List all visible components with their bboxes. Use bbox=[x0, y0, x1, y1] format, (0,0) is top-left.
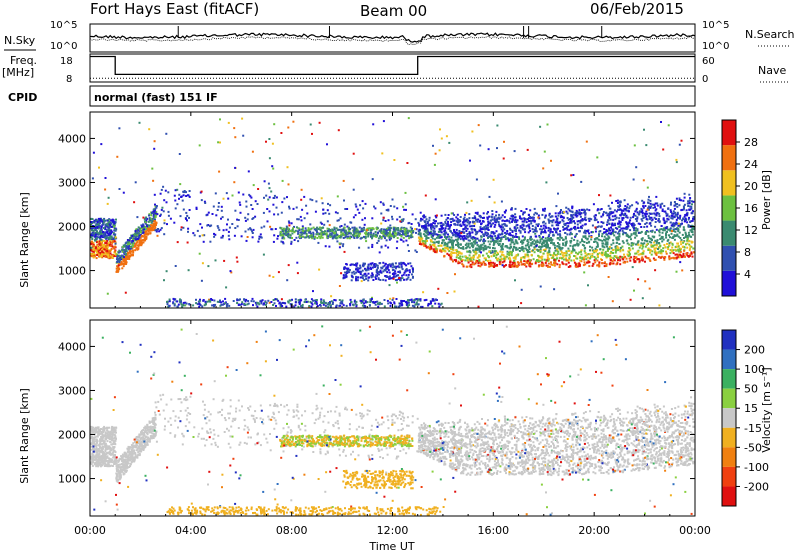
velocity-colorbar: 200 100 50 15 -15 -50 -100 -200 bbox=[721, 329, 769, 507]
x-tick-label: 12:00 bbox=[377, 524, 409, 537]
velocity-colorbar-label: Velocity [m s⁻¹] bbox=[760, 367, 773, 452]
colorbar-tick-label: 200 bbox=[744, 344, 765, 357]
colorbar-tick-label: 100 bbox=[744, 363, 765, 376]
frequency-panel: 18 8 60 0 Freq. [MHz] Nave bbox=[2, 53, 790, 85]
velocity-panel: 1000 2000 3000 4000 Slant Range [km] 200 100… bbox=[18, 319, 773, 517]
noise-left-tick-bottom: 10^0 bbox=[50, 41, 77, 52]
y-tick-label: 2000 bbox=[58, 221, 86, 234]
x-tick-label: 16:00 bbox=[477, 524, 509, 537]
cpid-panel: CPID normal (fast) 151 IF bbox=[8, 85, 696, 107]
colorbar-segment bbox=[722, 145, 736, 171]
y-tick-label: 4000 bbox=[58, 340, 86, 353]
beam-title: Beam 00 bbox=[360, 2, 427, 20]
colorbar-tick-label: 12 bbox=[744, 224, 758, 237]
freq-left-tick-bottom: 8 bbox=[66, 74, 72, 85]
frequency-series bbox=[90, 55, 695, 79]
colorbar-tick-label: 28 bbox=[744, 136, 758, 149]
x-tick-label: 00:00 bbox=[679, 524, 711, 537]
y-tick-label: 3000 bbox=[58, 176, 86, 189]
colorbar-segment bbox=[722, 388, 736, 409]
noise-left-tick-top: 10^5 bbox=[50, 20, 77, 31]
colorbar-tick-label: 15 bbox=[744, 402, 758, 415]
colorbar-segment bbox=[722, 466, 736, 487]
freq-right-tick-bottom: 0 bbox=[702, 74, 708, 85]
y-tick-label: 2000 bbox=[58, 429, 86, 442]
y-tick-label: 3000 bbox=[58, 384, 86, 397]
colorbar-tick-label: 20 bbox=[744, 180, 758, 193]
colorbar-segment bbox=[722, 245, 736, 271]
date-title: 06/Feb/2015 bbox=[590, 0, 684, 18]
nsearch-label: N.Search bbox=[745, 28, 795, 41]
colorbar-segment bbox=[722, 427, 736, 448]
colorbar-tick-label: -100 bbox=[744, 461, 769, 474]
colorbar-segment bbox=[722, 270, 736, 296]
x-axis-label: Time UT bbox=[368, 540, 414, 553]
colorbar-segment bbox=[722, 486, 736, 506]
power-y-axis: 1000 2000 3000 4000 bbox=[58, 132, 695, 278]
velocity-scatter bbox=[90, 325, 695, 516]
colorbar-tick-label: -15 bbox=[744, 422, 762, 435]
cpid-value: normal (fast) 151 IF bbox=[94, 91, 218, 104]
colorbar-tick-label: -200 bbox=[744, 480, 769, 493]
colorbar-segment bbox=[722, 195, 736, 221]
colorbar-tick-label: 24 bbox=[744, 158, 758, 171]
cpid-label: CPID bbox=[8, 91, 37, 104]
power-colorbar-label: Power [dB] bbox=[760, 170, 773, 230]
colorbar-segment bbox=[722, 408, 736, 428]
colorbar-segment bbox=[722, 220, 736, 246]
freq-right-tick-top: 60 bbox=[702, 56, 715, 67]
x-axis: 00:00 04:00 08:00 12:00 16:00 20:00 00:00 bbox=[74, 112, 711, 537]
station-title: Fort Hays East (fitACF) bbox=[90, 0, 259, 18]
x-tick-label: 20:00 bbox=[578, 524, 610, 537]
power-y-label: Slant Range [km] bbox=[18, 192, 31, 288]
nsearch-series bbox=[89, 36, 696, 46]
cpid-panel-frame bbox=[89, 85, 696, 107]
nsky-label: N.Sky bbox=[4, 34, 36, 47]
power-scatter bbox=[90, 117, 695, 308]
colorbar-segment bbox=[722, 349, 736, 370]
noise-panel: 10^5 10^0 10^5 10^0 N.Sky N.Search bbox=[4, 20, 795, 53]
power-panel: 1000 2000 3000 4000 Slant Range [km] 4 8 12 16… bbox=[18, 111, 773, 309]
colorbar-tick-label: 50 bbox=[744, 383, 758, 396]
x-tick-label: 04:00 bbox=[175, 524, 207, 537]
colorbar-segment bbox=[722, 369, 736, 389]
colorbar-tick-label: 4 bbox=[744, 268, 751, 281]
freq-label: Freq. bbox=[10, 54, 37, 67]
velocity-y-label: Slant Range [km] bbox=[18, 388, 31, 484]
y-tick-label: 1000 bbox=[58, 265, 86, 278]
x-tick-label: 08:00 bbox=[276, 524, 308, 537]
colorbar-tick-label: -50 bbox=[744, 441, 762, 454]
freq-unit-label: [MHz] bbox=[2, 66, 34, 79]
y-tick-label: 1000 bbox=[58, 473, 86, 486]
nsky-series bbox=[90, 32, 696, 43]
nave-label: Nave bbox=[758, 64, 786, 77]
freq-panel-frame bbox=[89, 53, 696, 83]
colorbar-tick-label: 8 bbox=[744, 246, 751, 259]
noise-series bbox=[89, 26, 696, 46]
power-colorbar: 4 8 12 16 20 24 28 bbox=[721, 119, 758, 297]
freq-left-tick-top: 18 bbox=[60, 56, 73, 67]
noise-right-tick-top: 10^5 bbox=[702, 20, 729, 31]
colorbar-tick-label: 16 bbox=[744, 202, 758, 215]
colorbar-segment bbox=[722, 120, 736, 146]
colorbar-segment bbox=[722, 330, 736, 350]
colorbar-segment bbox=[722, 447, 736, 467]
noise-right-tick-bottom: 10^0 bbox=[702, 41, 729, 52]
x-tick-label: 00:00 bbox=[74, 524, 106, 537]
colorbar-segment bbox=[722, 170, 736, 196]
y-tick-label: 4000 bbox=[58, 132, 86, 145]
velocity-y-axis: 1000 2000 3000 4000 bbox=[58, 340, 695, 486]
frequency-line bbox=[90, 55, 695, 76]
